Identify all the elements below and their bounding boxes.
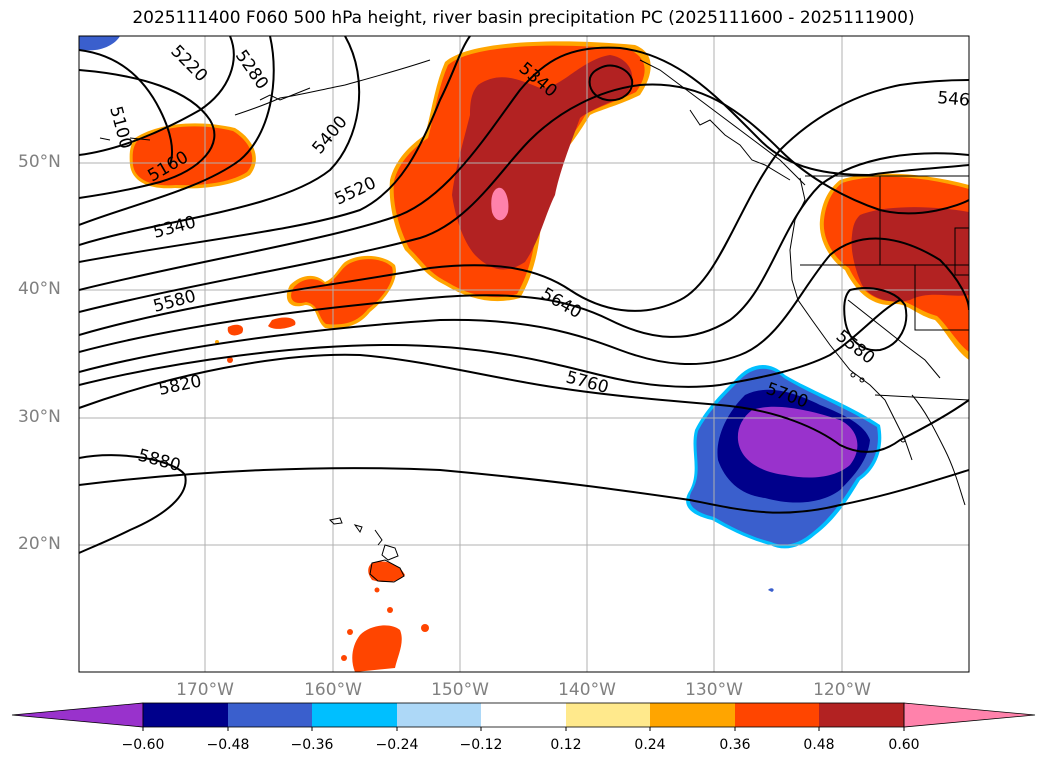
lon-label-150w: 150°W bbox=[431, 680, 489, 700]
contour-5100 bbox=[79, 49, 173, 166]
colorbar-tick-label: −0.48 bbox=[206, 737, 250, 753]
colorbar-tick-label: 0.48 bbox=[803, 737, 835, 753]
colorbar-extend-low bbox=[11, 702, 144, 728]
colorbar-segment bbox=[481, 703, 566, 727]
lat-label-20n: 20°N bbox=[18, 534, 61, 554]
negative-anomaly-corner bbox=[79, 36, 120, 51]
positive-anomaly-western-us bbox=[819, 173, 969, 360]
colorbar-segment bbox=[735, 703, 819, 727]
map-frame bbox=[78, 35, 970, 673]
colorbar-tick-label: 0.24 bbox=[634, 737, 666, 753]
colorbar-tick-label: −0.36 bbox=[290, 737, 334, 753]
positive-anomaly-hawaii bbox=[341, 561, 429, 672]
colorbar-tick-label: 0.12 bbox=[550, 737, 582, 753]
colorbar-segment bbox=[566, 703, 650, 727]
lon-label-160w: 160°W bbox=[304, 680, 362, 700]
colorbar-segment bbox=[819, 703, 904, 727]
colorbar-segment bbox=[143, 703, 228, 727]
colorbar-tick-label: −0.60 bbox=[121, 737, 165, 753]
colorbar-tick-label: −0.24 bbox=[375, 737, 419, 753]
lon-label-170w: 170°W bbox=[176, 680, 234, 700]
colorbar-tick-label: 0.36 bbox=[719, 737, 751, 753]
colorbar-tick-label: −0.12 bbox=[459, 737, 503, 753]
map-title: 2025111400 F060 500 hPa height, river ba… bbox=[132, 8, 915, 28]
lon-label-120w: 120°W bbox=[813, 680, 871, 700]
colorbar-segment bbox=[650, 703, 735, 727]
positive-anomaly-central-pacific bbox=[215, 255, 396, 363]
positive-anomaly-north-pacific bbox=[389, 41, 651, 302]
lat-label-40n: 40°N bbox=[18, 279, 61, 299]
colorbar-segment bbox=[397, 703, 481, 727]
colorbar-segment bbox=[228, 703, 312, 727]
colorbar-tick-label: 0.60 bbox=[888, 737, 920, 753]
colorbar bbox=[11, 702, 1036, 731]
lon-label-140w: 140°W bbox=[558, 680, 616, 700]
lat-label-50n: 50°N bbox=[18, 152, 61, 172]
contour-label-5460: 5460 bbox=[937, 88, 982, 112]
lon-label-130w: 130°W bbox=[685, 680, 743, 700]
colorbar-segment bbox=[312, 703, 397, 727]
height-contours bbox=[79, 36, 969, 554]
positive-anomaly-bering bbox=[129, 123, 256, 189]
colorbar-extend-high bbox=[903, 702, 1036, 728]
lat-label-30n: 30°N bbox=[18, 407, 61, 427]
gridlines bbox=[79, 36, 969, 672]
